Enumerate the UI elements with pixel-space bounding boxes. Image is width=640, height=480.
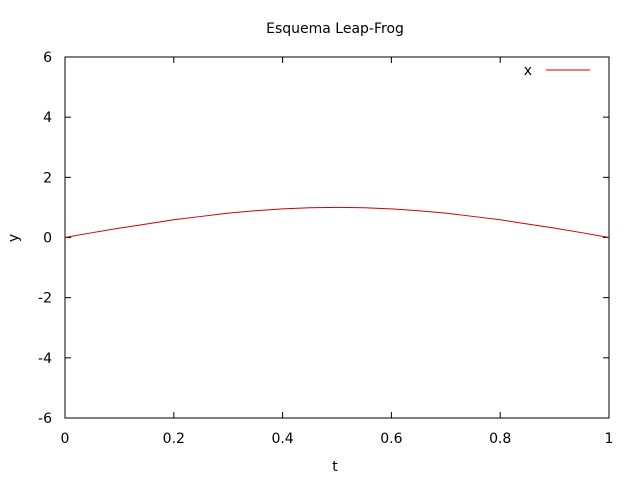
y-tick-label: -6: [38, 411, 52, 427]
x-tick-label: 0.4: [271, 431, 293, 447]
y-axis-label: y: [6, 234, 22, 242]
x-axis-label: t: [332, 459, 338, 475]
series-layer: [64, 206, 610, 238]
y-tick-label: -4: [38, 351, 52, 367]
legend: x: [524, 63, 590, 79]
x-tick-label: 0.6: [380, 431, 402, 447]
x-tick-label: 0.2: [163, 431, 185, 447]
plot-frame: [64, 56, 610, 419]
x-tick-label: 1: [605, 431, 614, 447]
x-axis: 0 0.2 0.4 0.6 0.8 1: [61, 57, 614, 447]
chart-title: Esquema Leap-Frog: [266, 21, 404, 37]
series-line-x: [64, 206, 610, 238]
y-tick-label: 4: [43, 110, 52, 126]
legend-label-x: x: [524, 63, 532, 79]
y-tick-label: 2: [43, 170, 52, 186]
y-tick-label: 6: [43, 50, 52, 66]
x-tick-label: 0: [61, 431, 70, 447]
y-tick-label: 0: [43, 231, 52, 247]
y-axis: -6 -4 -2 0 2 4 6: [38, 50, 609, 427]
y-tick-label: -2: [38, 291, 52, 307]
x-tick-label: 0.8: [489, 431, 511, 447]
